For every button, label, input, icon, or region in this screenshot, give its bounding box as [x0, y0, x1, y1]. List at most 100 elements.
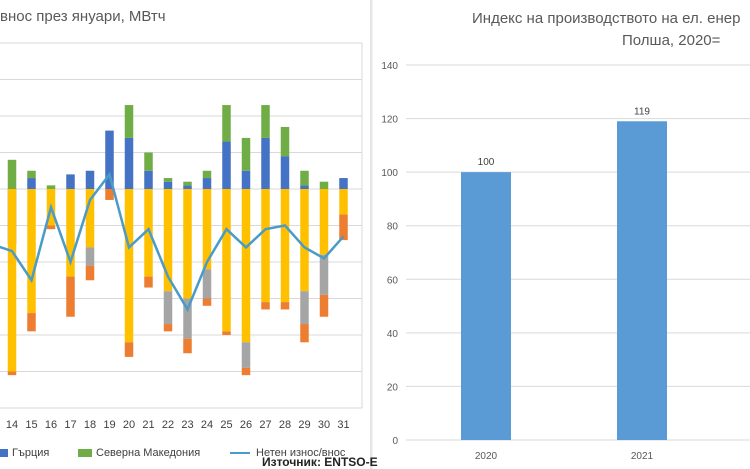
y-tick-label: 40	[387, 329, 399, 340]
bar-segment	[202, 170, 212, 179]
bar-segment	[261, 137, 270, 189]
right-chart-title-line2: Полша, 2020=	[622, 32, 721, 49]
bar-segment	[124, 189, 134, 343]
y-tick-label: 20	[387, 382, 399, 393]
bar-segment	[163, 291, 173, 325]
bar-segment	[183, 298, 192, 339]
bar-segment	[85, 189, 95, 248]
bar-segment	[261, 105, 270, 138]
bar-segment	[85, 170, 95, 189]
bar-segment	[163, 324, 173, 332]
bar-segment	[7, 371, 17, 376]
bar-segment	[319, 189, 329, 255]
bar-segment	[163, 178, 173, 182]
left-stacked-bar-chart: 14 15 16 17 18 19 20 21 22 23 24 25 26 27 28 29 30 31	[0, 42, 363, 431]
legend-swatch-net-line	[230, 452, 250, 455]
bar-segment	[300, 189, 309, 292]
x-tick-label: 26	[240, 419, 252, 431]
bar-segment	[202, 298, 212, 306]
source-note: Източник: ENTSO-E	[262, 455, 378, 469]
bar-segment	[280, 156, 290, 189]
bar-segment	[222, 331, 231, 335]
x-tick-label: 2020	[475, 451, 498, 462]
bar	[617, 121, 667, 440]
legend-label-greece: Гърция	[12, 447, 50, 459]
x-tick-label: 17	[64, 419, 76, 431]
bar-segment	[85, 247, 95, 266]
bar-segment	[339, 214, 348, 241]
x-tick-label: 15	[25, 419, 37, 431]
x-tick-label: 31	[337, 419, 349, 431]
bar-segment	[300, 291, 309, 325]
bar-segment	[183, 185, 192, 189]
data-label: 119	[634, 106, 650, 117]
bar-segment	[144, 276, 153, 288]
bar-segment	[85, 265, 95, 281]
bar-segment	[319, 254, 329, 295]
x-tick-label: 30	[318, 419, 330, 431]
bar-segment	[183, 338, 192, 354]
bar-segment	[46, 185, 56, 189]
bar-segment	[280, 126, 290, 157]
x-tick-label: 25	[220, 419, 232, 431]
bar-segment	[261, 302, 270, 310]
x-tick-label: 28	[279, 419, 291, 431]
bar-segment	[144, 152, 153, 171]
legend-swatch-greece	[0, 449, 8, 458]
x-tick-label: 18	[84, 419, 96, 431]
panel-edge	[372, 0, 373, 469]
bar-segment	[7, 159, 17, 189]
bar-segment	[27, 170, 36, 179]
bar-segment	[163, 189, 173, 292]
bar-segment	[222, 105, 231, 142]
bar-segment	[105, 189, 114, 200]
bar-segment	[280, 302, 290, 310]
bar-segment	[319, 294, 329, 317]
bar-segment	[339, 178, 348, 189]
x-tick-label: 23	[181, 419, 193, 431]
bar-segment	[319, 181, 329, 189]
bar-segment	[124, 105, 134, 138]
bar-segment	[27, 178, 36, 189]
y-tick-label: 100	[381, 168, 398, 179]
bar-segment	[183, 189, 192, 299]
bar-segment	[202, 189, 212, 270]
y-tick-label: 120	[381, 115, 398, 126]
bar-segment	[7, 189, 17, 372]
bar-segment	[300, 170, 309, 186]
x-tick-label: 2021	[631, 451, 654, 462]
bar-segment	[144, 189, 153, 277]
legend-item-north-macedonia: Северна Македония	[78, 447, 200, 459]
x-tick-label: 22	[162, 419, 174, 431]
panel-divider	[370, 0, 372, 469]
bar-segment	[261, 189, 270, 303]
bar-segment	[183, 181, 192, 186]
bar	[461, 172, 511, 440]
y-tick-label: 60	[387, 275, 399, 286]
legend-item-greece: Гърция	[0, 447, 49, 459]
bar-segment	[300, 324, 309, 343]
bar-segment	[300, 185, 309, 189]
left-chart-title: внос през януари, МВтч	[0, 8, 166, 25]
bar-segment	[241, 137, 251, 171]
legend-label-north-macedonia: Северна Македония	[96, 447, 201, 459]
data-label: 100	[478, 157, 495, 168]
net-line-series	[0, 171, 345, 313]
bar-segment	[241, 189, 251, 343]
bar-segment	[202, 178, 212, 189]
bar-segment	[163, 181, 173, 189]
x-tick-label: 20	[123, 419, 135, 431]
legend-item-net-line: Нетен износ/внос	[230, 447, 345, 459]
x-tick-label: 29	[298, 419, 310, 431]
x-tick-label: 14	[6, 419, 18, 431]
y-tick-label: 0	[392, 436, 398, 447]
bar-segment	[202, 269, 212, 299]
bar-segment	[66, 276, 75, 317]
bar-segment	[124, 342, 134, 357]
bar-segment	[27, 313, 36, 332]
x-tick-label: 27	[259, 419, 271, 431]
bar-segment	[241, 342, 251, 368]
bar-segment	[280, 189, 290, 303]
bar-segment	[222, 141, 231, 189]
bar-segment	[339, 189, 348, 215]
